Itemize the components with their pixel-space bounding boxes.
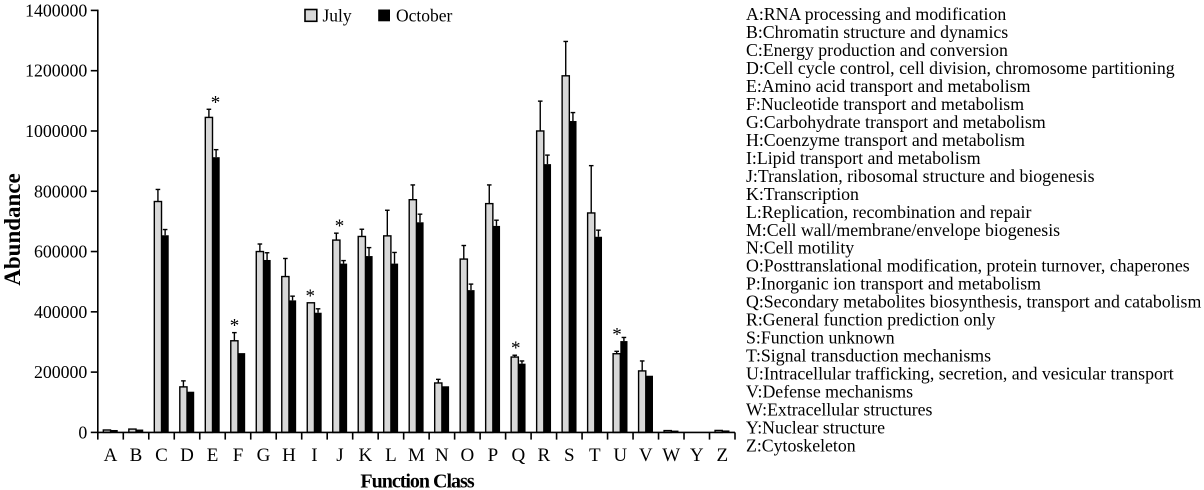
- svg-text:S: S: [564, 445, 575, 466]
- svg-text:*: *: [306, 286, 316, 307]
- svg-text:G:Carbohydrate transport and m: G:Carbohydrate transport and metabolism: [746, 112, 1046, 132]
- svg-text:D:Cell cycle control, cell div: D:Cell cycle control, cell division, chr…: [746, 58, 1175, 78]
- svg-text:Q:Secondary metabolites biosyn: Q:Secondary metabolites biosynthesis, tr…: [746, 292, 1201, 312]
- svg-text:July: July: [323, 6, 352, 26]
- svg-text:F: F: [233, 445, 244, 466]
- svg-text:O: O: [461, 445, 475, 466]
- svg-text:1400000: 1400000: [25, 0, 87, 20]
- svg-text:B: B: [130, 445, 143, 466]
- svg-text:400000: 400000: [34, 302, 87, 322]
- svg-text:Q: Q: [511, 445, 525, 466]
- svg-text:200000: 200000: [34, 362, 87, 382]
- svg-text:V:Defense mechanisms: V:Defense mechanisms: [746, 382, 913, 402]
- svg-text:800000: 800000: [34, 181, 87, 201]
- svg-text:E:Amino acid transport and met: E:Amino acid transport and metabolism: [746, 76, 1031, 96]
- svg-text:*: *: [511, 338, 521, 359]
- svg-text:P: P: [488, 445, 499, 466]
- svg-text:Y: Y: [690, 445, 704, 466]
- svg-text:O:Posttranslational modificati: O:Posttranslational modification, protei…: [746, 256, 1190, 276]
- svg-text:N: N: [435, 445, 449, 466]
- svg-text:M: M: [408, 445, 425, 466]
- svg-text:*: *: [230, 316, 240, 337]
- svg-text:H:Coenzyme transport and metab: H:Coenzyme transport and metabolism: [746, 130, 1025, 150]
- svg-text:W:Extracellular structures: W:Extracellular structures: [746, 400, 933, 420]
- svg-text:T:Signal transduction mechanis: T:Signal transduction mechanisms: [746, 346, 991, 366]
- svg-text:H: H: [282, 445, 296, 466]
- svg-text:T: T: [589, 445, 601, 466]
- svg-text:A: A: [104, 445, 118, 466]
- svg-text:I:Lipid transport and metaboli: I:Lipid transport and metabolism: [746, 148, 981, 168]
- svg-text:I: I: [311, 445, 317, 466]
- svg-text:E: E: [207, 445, 219, 466]
- svg-text:U: U: [613, 445, 627, 466]
- svg-text:L:Replication, recombination a: L:Replication, recombination and repair: [746, 202, 1031, 222]
- svg-text:L: L: [385, 445, 397, 466]
- svg-text:K: K: [359, 445, 373, 466]
- svg-text:Z: Z: [716, 445, 728, 466]
- svg-text:F:Nucleotide transport and met: F:Nucleotide transport and metabolism: [746, 94, 1024, 114]
- svg-text:600000: 600000: [34, 242, 87, 262]
- svg-text:W: W: [662, 445, 680, 466]
- svg-text:*: *: [612, 325, 622, 346]
- svg-text:Abundance: Abundance: [0, 173, 25, 285]
- svg-text:A:RNA processing and modificat: A:RNA processing and modification: [746, 4, 1006, 24]
- svg-text:0: 0: [78, 422, 87, 442]
- svg-text:1200000: 1200000: [25, 61, 87, 81]
- svg-text:C:Energy production and conver: C:Energy production and conversion: [746, 40, 1008, 60]
- svg-text:D: D: [180, 445, 194, 466]
- svg-text:P:Inorganic ion transport and: P:Inorganic ion transport and metabolism: [746, 274, 1041, 294]
- svg-text:U:Intracellular trafficking, s: U:Intracellular trafficking, secretion, …: [746, 364, 1174, 384]
- svg-text:*: *: [211, 92, 221, 113]
- svg-text:K:Transcription: K:Transcription: [746, 184, 859, 204]
- svg-text:R: R: [537, 445, 550, 466]
- svg-text:V: V: [639, 445, 653, 466]
- svg-text:Z:Cytoskeleton: Z:Cytoskeleton: [746, 436, 856, 456]
- svg-text:J: J: [336, 445, 343, 466]
- svg-text:1000000: 1000000: [25, 121, 87, 141]
- svg-text:J:Translation, ribosomal struc: J:Translation, ribosomal structure and b…: [746, 166, 1095, 186]
- svg-text:*: *: [335, 216, 345, 237]
- svg-text:Function Class: Function Class: [360, 471, 474, 490]
- svg-text:C: C: [155, 445, 168, 466]
- svg-text:G: G: [257, 445, 271, 466]
- svg-text:M:Cell wall/membrane/envelope: M:Cell wall/membrane/envelope biogenesis: [746, 220, 1060, 240]
- svg-text:N:Cell motility: N:Cell motility: [746, 238, 854, 258]
- svg-text:October: October: [396, 6, 453, 26]
- svg-text:R:General function prediction: R:General function prediction only: [746, 310, 995, 330]
- svg-text:S:Function unknown: S:Function unknown: [746, 328, 895, 348]
- svg-text:B:Chromatin structure and dyna: B:Chromatin structure and dynamics: [746, 22, 1008, 42]
- svg-text:Y:Nuclear structure: Y:Nuclear structure: [746, 418, 885, 438]
